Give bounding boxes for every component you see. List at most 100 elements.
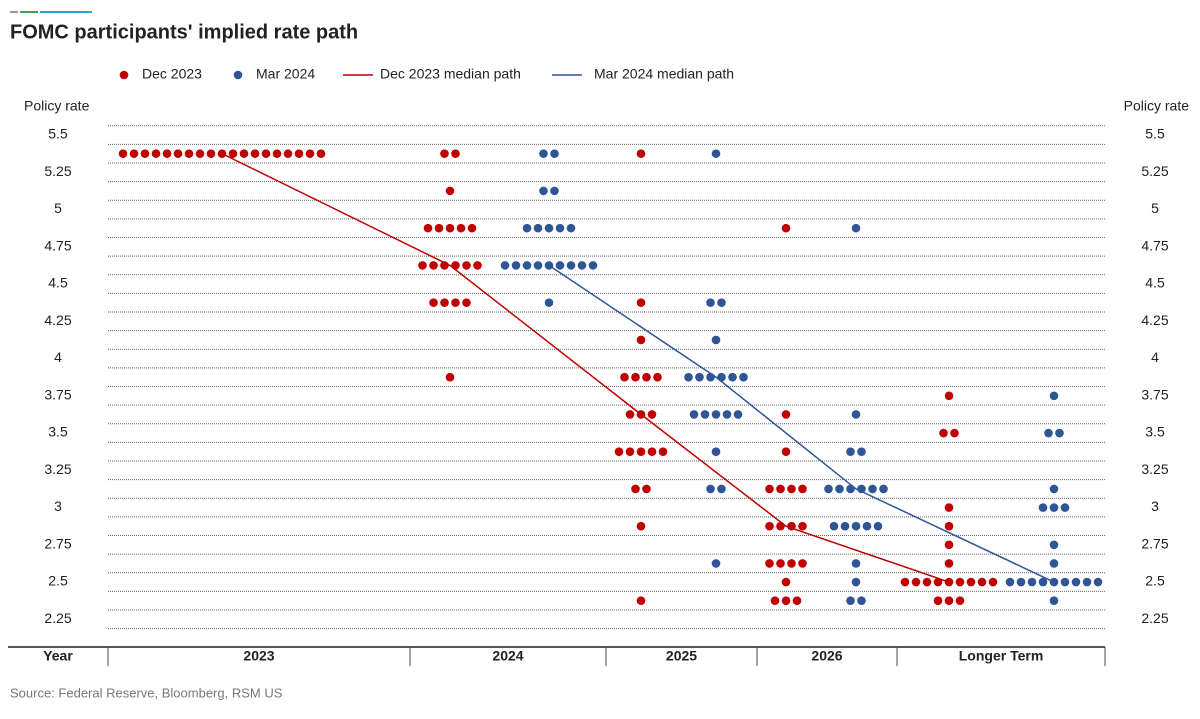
dot <box>620 372 629 382</box>
dot <box>944 521 954 531</box>
dot <box>522 261 532 270</box>
dot <box>566 223 576 233</box>
dot <box>1027 577 1037 587</box>
dot <box>798 484 807 494</box>
legend-label: Dec 2023 median path <box>380 66 521 82</box>
dot <box>239 149 249 158</box>
dot <box>781 410 791 419</box>
y-tick-label: 2.5 <box>1145 573 1165 589</box>
dot <box>776 521 785 531</box>
dot <box>1044 428 1053 438</box>
dot <box>787 521 796 531</box>
x-tick-label: 2026 <box>811 648 842 664</box>
dot <box>522 223 532 233</box>
dot <box>118 149 128 158</box>
y-tick-label: 5 <box>54 200 62 216</box>
dot <box>939 428 948 438</box>
dot <box>451 298 460 307</box>
source: Source: Federal Reserve, Bloomberg, RSM … <box>10 685 283 700</box>
dot <box>911 577 921 587</box>
dot <box>722 410 732 419</box>
dot <box>857 484 866 494</box>
dot <box>642 484 651 494</box>
dot <box>429 261 438 270</box>
y-tick-label: 4.75 <box>1141 237 1168 253</box>
dot <box>944 391 954 401</box>
dot <box>162 149 172 158</box>
x-tick-label: 2023 <box>243 648 274 664</box>
y-tick-label: 4 <box>54 349 62 365</box>
dot <box>429 298 438 307</box>
y-tick-label: 3.5 <box>48 424 68 440</box>
dot <box>544 223 554 233</box>
dot <box>555 223 565 233</box>
dot <box>631 372 640 382</box>
dot <box>418 261 427 270</box>
dot <box>711 149 721 158</box>
y-tick-label: 3.25 <box>44 461 71 477</box>
dot <box>706 372 715 382</box>
dot <box>1049 540 1059 550</box>
dot <box>566 261 576 270</box>
dot <box>636 410 646 419</box>
dot <box>217 149 227 158</box>
dot <box>283 149 293 158</box>
dot <box>653 372 662 382</box>
median-line <box>221 152 950 583</box>
legend-dot <box>119 70 129 80</box>
dot <box>770 596 780 605</box>
dot <box>1060 503 1070 512</box>
chart-title: FOMC participants' implied rate path <box>10 21 358 43</box>
dot <box>440 149 449 158</box>
dot <box>1049 596 1059 605</box>
y-tick-label: 3 <box>54 498 62 514</box>
dot <box>851 223 861 233</box>
dot <box>151 149 161 158</box>
dot <box>846 484 855 494</box>
dot <box>642 372 651 382</box>
x-axis-label: Year <box>43 648 73 664</box>
dot <box>261 149 271 158</box>
dot <box>445 186 455 196</box>
y-tick-label: 2.5 <box>48 573 68 589</box>
dot <box>765 559 774 568</box>
dot <box>539 186 548 196</box>
dot <box>316 149 326 158</box>
dot <box>829 521 839 531</box>
dot <box>933 596 943 605</box>
dot <box>851 521 861 531</box>
dot <box>1071 577 1081 587</box>
dot <box>451 261 460 270</box>
legend-label: Mar 2024 <box>256 66 315 82</box>
y-tick-label: 2.75 <box>44 535 71 551</box>
dot <box>781 447 791 456</box>
dot <box>544 261 554 270</box>
dot <box>445 223 455 233</box>
dot <box>717 372 726 382</box>
dot <box>846 596 855 605</box>
dot <box>1038 577 1048 587</box>
y-tick-label: 5.5 <box>1145 126 1165 142</box>
dot <box>776 484 785 494</box>
dot <box>1049 559 1059 568</box>
dot <box>862 521 872 531</box>
dot <box>711 335 721 345</box>
dot <box>445 372 455 382</box>
y-tick-label: 4.75 <box>44 237 71 253</box>
dot <box>1060 577 1070 587</box>
dot <box>765 521 774 531</box>
dot <box>851 410 861 419</box>
dot <box>781 223 791 233</box>
legend-dot <box>233 70 243 80</box>
dot <box>195 149 205 158</box>
dot <box>988 577 998 587</box>
dot <box>1049 503 1059 512</box>
dot <box>706 298 715 307</box>
dot <box>636 335 646 345</box>
dot <box>728 372 737 382</box>
dot <box>500 261 510 270</box>
dot <box>711 559 721 568</box>
dot <box>798 559 807 568</box>
y-tick-label: 5.5 <box>48 126 68 142</box>
dot <box>550 186 559 196</box>
